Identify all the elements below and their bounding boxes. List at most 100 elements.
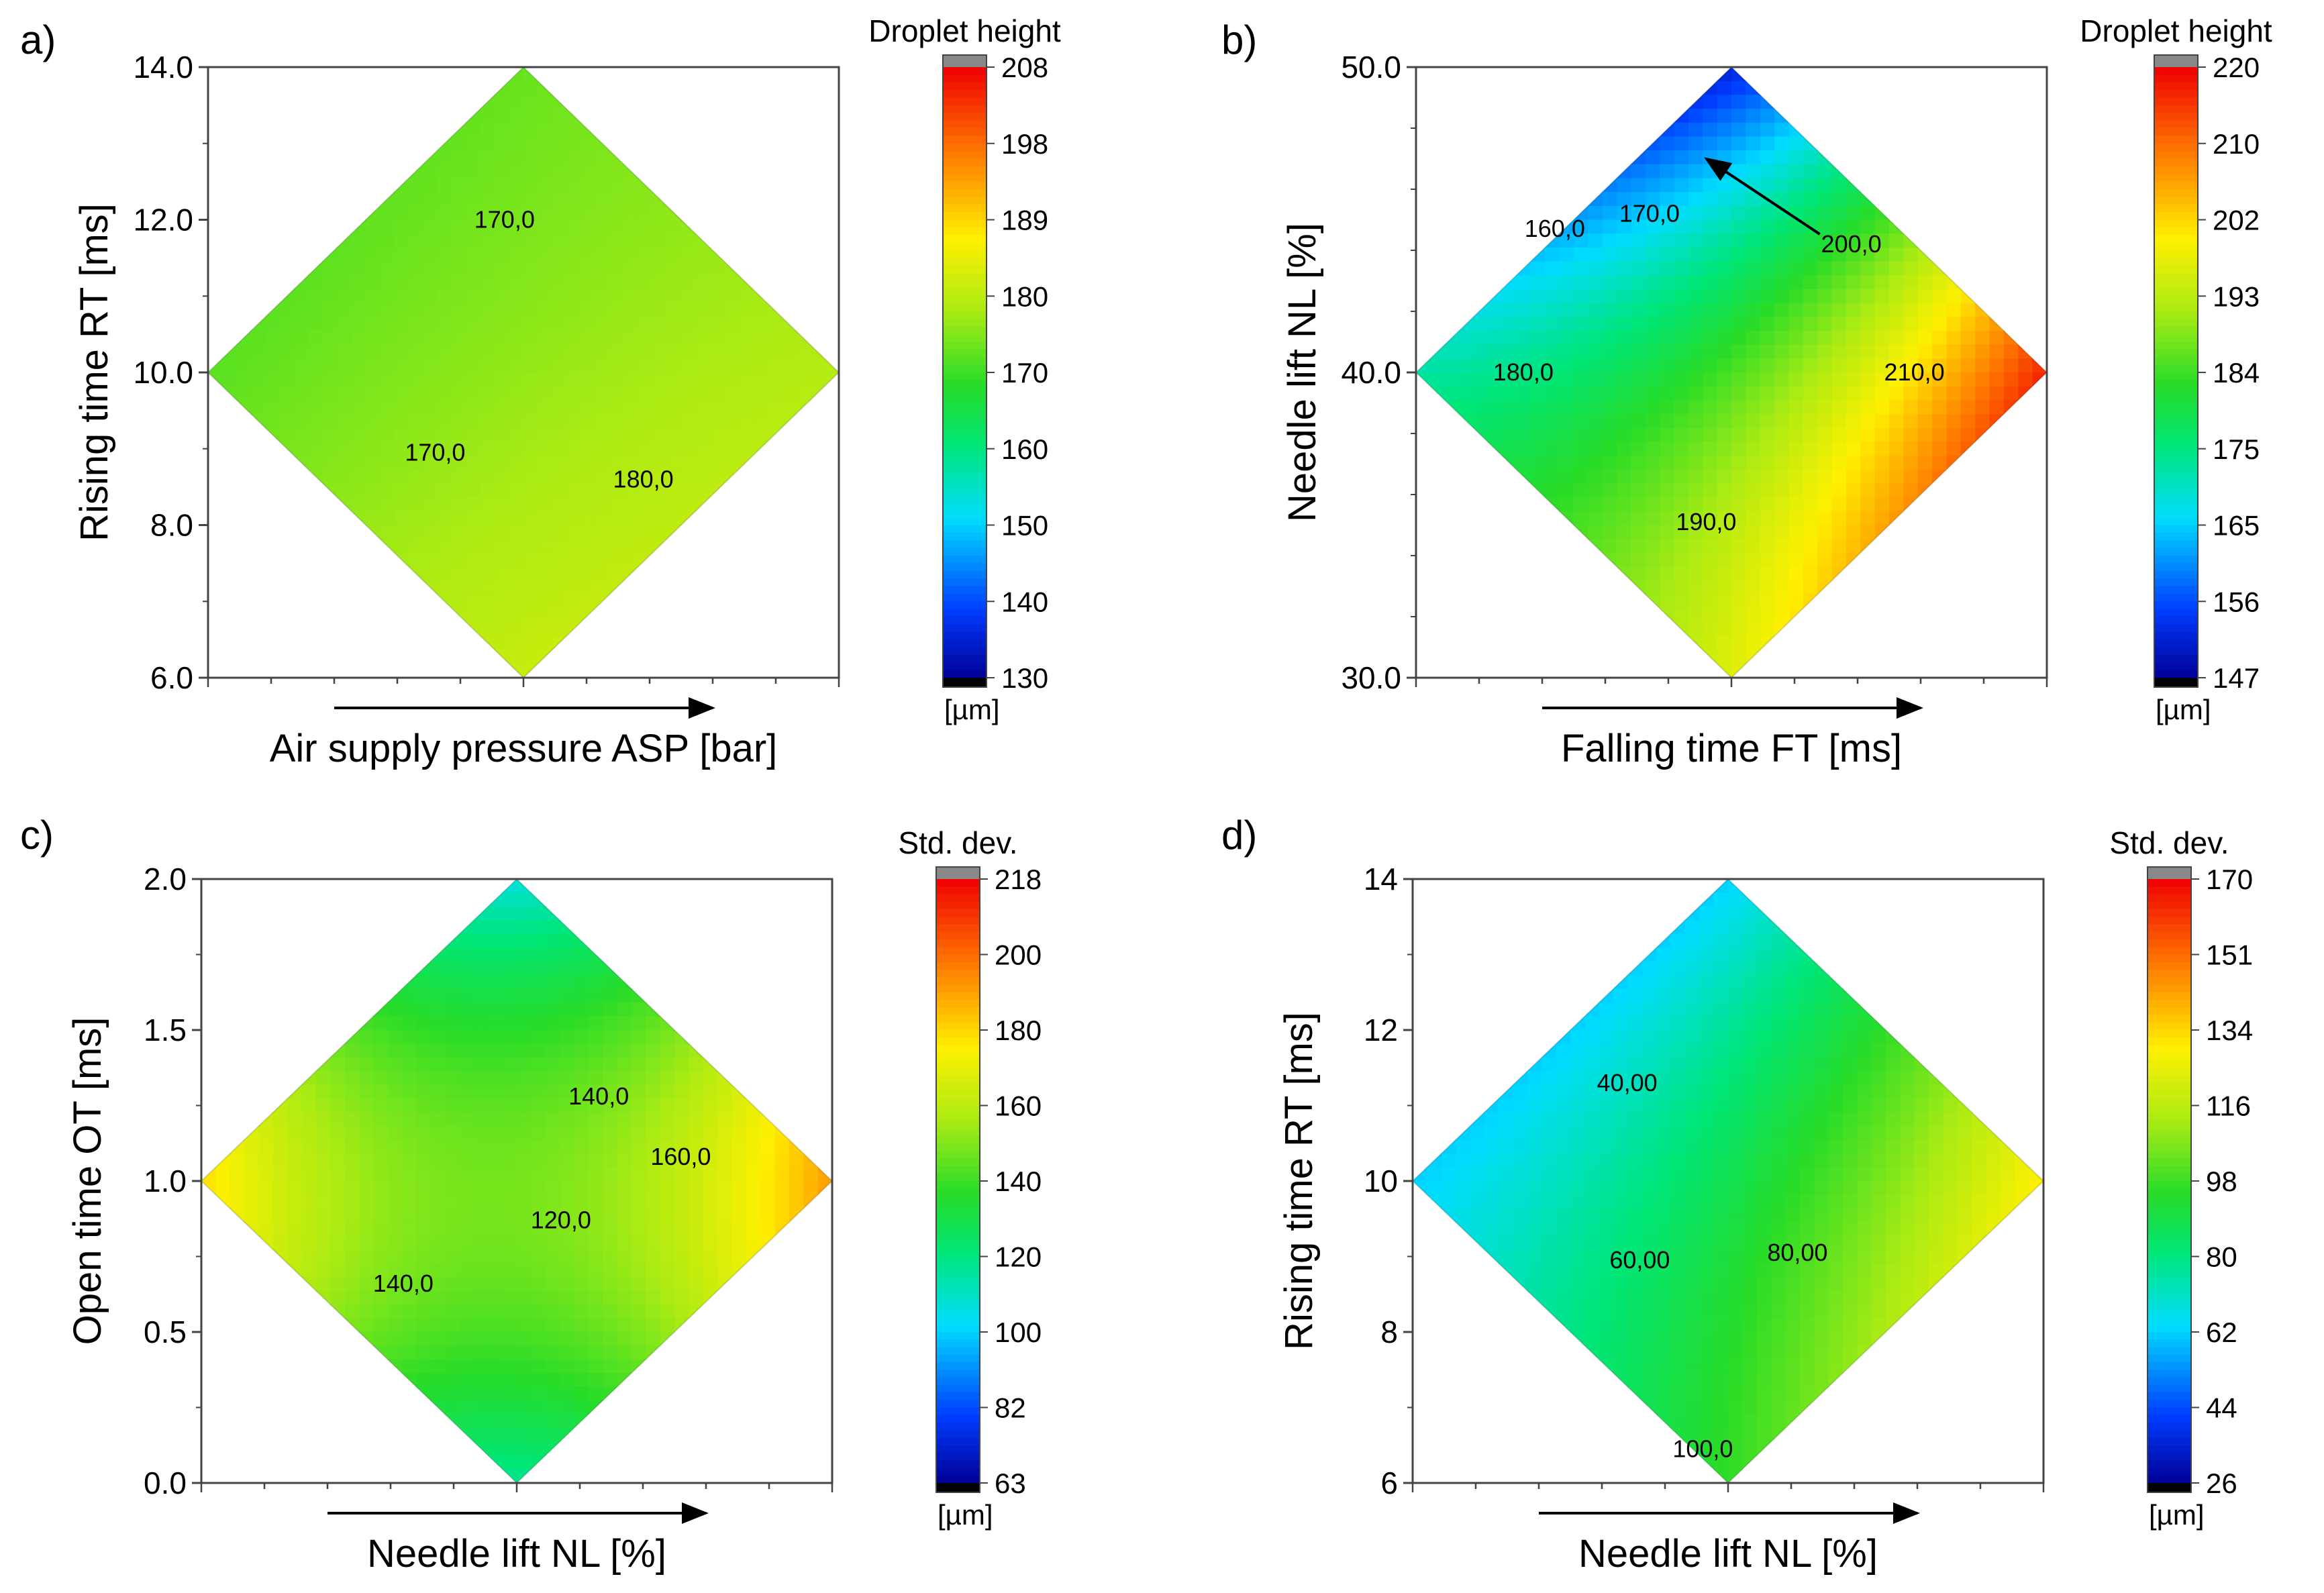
y-tick-label: 12 (1364, 1013, 1398, 1047)
colorbar-tick-label: 44 (2206, 1392, 2237, 1424)
heatmap-surface (208, 67, 839, 678)
y-tick-label: 6.0 (150, 660, 193, 695)
colorbar: 147 156 165 175 184 193 202 210 220 Droplet heigh… (2080, 13, 2272, 725)
colorbar-unit: [µm] (2156, 694, 2211, 725)
colorbar-frame (2154, 54, 2199, 688)
colorbar-title: Std. dev. (898, 825, 1017, 860)
colorbar-over (2148, 867, 2191, 879)
y-axis-label: Rising time RT [ms] (1277, 1012, 1321, 1350)
colorbar-title: Droplet height (868, 13, 1061, 48)
colorbar-tick-label: 156 (2213, 586, 2260, 617)
panel-letter: c) (20, 813, 54, 858)
colorbar-under (2154, 678, 2198, 687)
colorbar-tick-label: 160 (1001, 433, 1048, 465)
colorbar-tick-label: 170 (1001, 357, 1048, 389)
colorbar-tick-label: 208 (1001, 52, 1048, 83)
y-tick-label: 0.5 (144, 1315, 187, 1349)
y-tick-label: 10 (1364, 1164, 1398, 1198)
colorbar-tick-label: 193 (2213, 280, 2260, 312)
colorbar-over (943, 55, 987, 67)
panel-letter: b) (1221, 17, 1257, 62)
colorbar-tick-label: 140 (995, 1166, 1042, 1197)
colorbar-tick-label: 198 (1001, 128, 1048, 160)
colorbar-over (2154, 55, 2198, 67)
panel-2: b) 30.0 40.0 50.0 Falling time FT [ms] Needle… (1221, 13, 2272, 770)
colorbar-title: Droplet height (2080, 13, 2272, 48)
x-axis-label: Needle lift NL [%] (1578, 1532, 1878, 1576)
colorbar-tick-label: 80 (2206, 1241, 2237, 1273)
contour-label: 210,0 (1884, 358, 1945, 386)
gradient-arrow (1704, 157, 1821, 236)
y-tick-label: 10.0 (133, 355, 193, 390)
contour-label: 170,0 (1619, 199, 1680, 227)
y-tick-label: 14 (1364, 862, 1398, 896)
colorbar-tick-label: 62 (2206, 1317, 2237, 1348)
colorbar-tick-label: 189 (1001, 205, 1048, 236)
contour-label: 80,00 (1767, 1239, 1827, 1266)
colorbar-under (936, 1483, 980, 1492)
contour-label: 100,0 (1672, 1435, 1733, 1462)
colorbar: 26 44 62 80 98 116 134 151 170 Std. dev. [µm] (2109, 825, 2253, 1531)
colorbar-tick-label: 202 (2213, 205, 2260, 236)
colorbar: 63 82 100 120 140 160 180 200 218 Std. dev. [µm] (898, 825, 1042, 1531)
y-tick-label: 2.0 (144, 862, 187, 896)
y-tick-label: 14.0 (133, 50, 193, 85)
heatmap-surface (201, 879, 832, 1483)
colorbar-unit: [µm] (2149, 1499, 2205, 1531)
panel-1: a) 6.0 8.0 10.0 12.0 14.0 Air supply pressure … (20, 13, 1061, 770)
colorbar-over (936, 867, 980, 879)
colorbar-frame (2147, 866, 2192, 1493)
colorbar-unit: [µm] (944, 694, 1000, 725)
y-tick-label: 40.0 (1341, 355, 1401, 390)
colorbar-tick-label: 180 (995, 1015, 1042, 1046)
colorbar: 130 140 150 160 170 180 189 198 208 Droplet heigh… (868, 13, 1061, 725)
y-tick-label: 0.0 (144, 1466, 187, 1500)
contour-label: 140,0 (568, 1082, 629, 1110)
colorbar-tick-label: 220 (2213, 52, 2260, 83)
colorbar-tick-label: 165 (2213, 510, 2260, 542)
colorbar-tick-label: 151 (2206, 939, 2253, 971)
colorbar-tick-label: 130 (1001, 662, 1048, 694)
y-tick-label: 1.0 (144, 1164, 187, 1198)
contour-label: 180,0 (613, 465, 674, 493)
colorbar-tick-label: 134 (2206, 1015, 2253, 1046)
colorbar-tick-label: 98 (2206, 1166, 2237, 1197)
y-axis-label: Open time OT [ms] (66, 1017, 109, 1345)
x-axis-label: Air supply pressure ASP [bar] (270, 727, 778, 770)
colorbar-tick-label: 184 (2213, 357, 2260, 389)
y-tick-label: 8.0 (150, 508, 193, 543)
contour-label: 40,00 (1597, 1069, 1658, 1096)
contour-label: 200,0 (1821, 230, 1882, 258)
colorbar-tick-label: 170 (2206, 864, 2253, 895)
colorbar-tick-label: 140 (1001, 586, 1048, 617)
colorbar-tick-label: 180 (1001, 280, 1048, 312)
colorbar-tick-label: 82 (995, 1392, 1026, 1424)
heatmap-surface (1413, 879, 2043, 1483)
y-tick-label: 1.5 (144, 1013, 187, 1047)
y-axis-label: Rising time RT [ms] (72, 203, 116, 542)
colorbar-tick-label: 200 (995, 939, 1042, 971)
colorbar-frame (936, 866, 980, 1493)
colorbar-tick-label: 147 (2213, 662, 2260, 694)
colorbar-tick-label: 160 (995, 1090, 1042, 1122)
colorbar-tick-label: 26 (2206, 1468, 2237, 1499)
colorbar-frame (942, 54, 987, 688)
colorbar-title: Std. dev. (2109, 825, 2229, 860)
y-tick-label: 12.0 (133, 203, 193, 238)
contour-label: 140,0 (373, 1270, 434, 1297)
colorbar-tick-label: 100 (995, 1317, 1042, 1348)
y-axis-label: Needle lift NL [%] (1280, 223, 1324, 522)
colorbar-unit: [µm] (938, 1499, 993, 1531)
colorbar-tick-label: 63 (995, 1468, 1026, 1499)
colorbar-tick-label: 175 (2213, 433, 2260, 465)
colorbar-tick-label: 116 (2206, 1090, 2251, 1122)
contour-label: 160,0 (1525, 215, 1585, 242)
colorbar-tick-label: 150 (1001, 510, 1048, 542)
panel-4: d) 6 8 10 12 14 Needle lift NL [%] Rising time … (1221, 813, 2253, 1576)
x-axis-label: Needle lift NL [%] (367, 1532, 666, 1576)
y-tick-label: 8 (1380, 1315, 1398, 1349)
contour-label: 120,0 (531, 1206, 591, 1234)
contour-label: 180,0 (1493, 358, 1554, 386)
colorbar-tick-label: 120 (995, 1241, 1042, 1273)
colorbar-tick-label: 210 (2213, 128, 2260, 160)
